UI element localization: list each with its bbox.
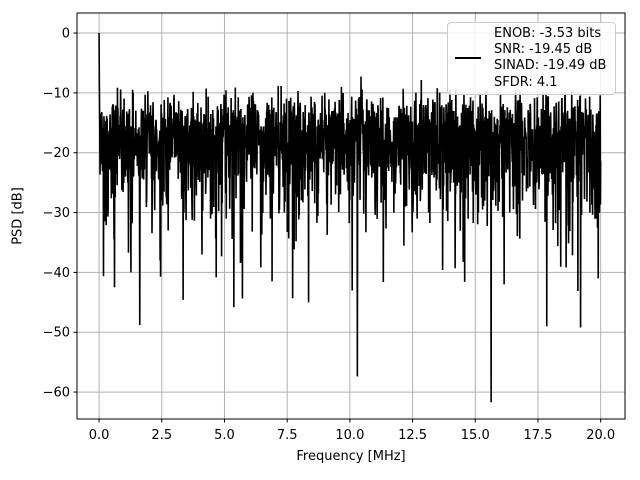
y-tick-label: −10 (43, 86, 70, 101)
legend-line-swatch (455, 57, 481, 60)
x-tick-label: 7.5 (277, 428, 298, 443)
x-tick-label: 5.0 (214, 428, 235, 443)
x-tick-label: 12.5 (398, 428, 427, 443)
legend-enob: ENOB: -3.53 bits (494, 26, 602, 41)
legend-text: ENOB: -3.53 bits SNR: -19.45 dB SINAD: -… (494, 26, 606, 91)
legend-snr: SNR: -19.45 dB (494, 42, 593, 58)
legend-sinad: SINAD: -19.49 dB (494, 58, 607, 74)
tick-layer: 0.0 2.5 5.0 7.5 10.0 12.5 15.0 17.5 20.0 0 −10 −20 −… (43, 27, 616, 443)
legend: ENOB: -3.53 bits SNR: -19.45 dB SINAD: -… (447, 22, 617, 95)
legend-sfdr: SFDR: 4.1 (494, 74, 558, 90)
x-axis-label: Frequency [MHz] (296, 449, 406, 464)
y-tick-label: −50 (43, 326, 70, 341)
y-tick-label: −20 (43, 146, 70, 161)
x-tick-label: 2.5 (151, 428, 172, 443)
x-tick-label: 17.5 (523, 428, 552, 443)
x-tick-label: 10.0 (335, 428, 364, 443)
x-tick-label: 15.0 (461, 428, 490, 443)
y-tick-label: −30 (43, 206, 70, 221)
y-tick-label: −60 (43, 386, 70, 401)
x-tick-label: 0.0 (89, 428, 110, 443)
psd-trace (98, 33, 602, 403)
x-tick-label: 20.0 (586, 428, 615, 443)
y-axis-label: PSD [dB] (10, 187, 26, 245)
y-tick-label: 0 (62, 27, 70, 42)
y-tick-label: −40 (43, 266, 70, 281)
axes-frame (76, 12, 626, 420)
